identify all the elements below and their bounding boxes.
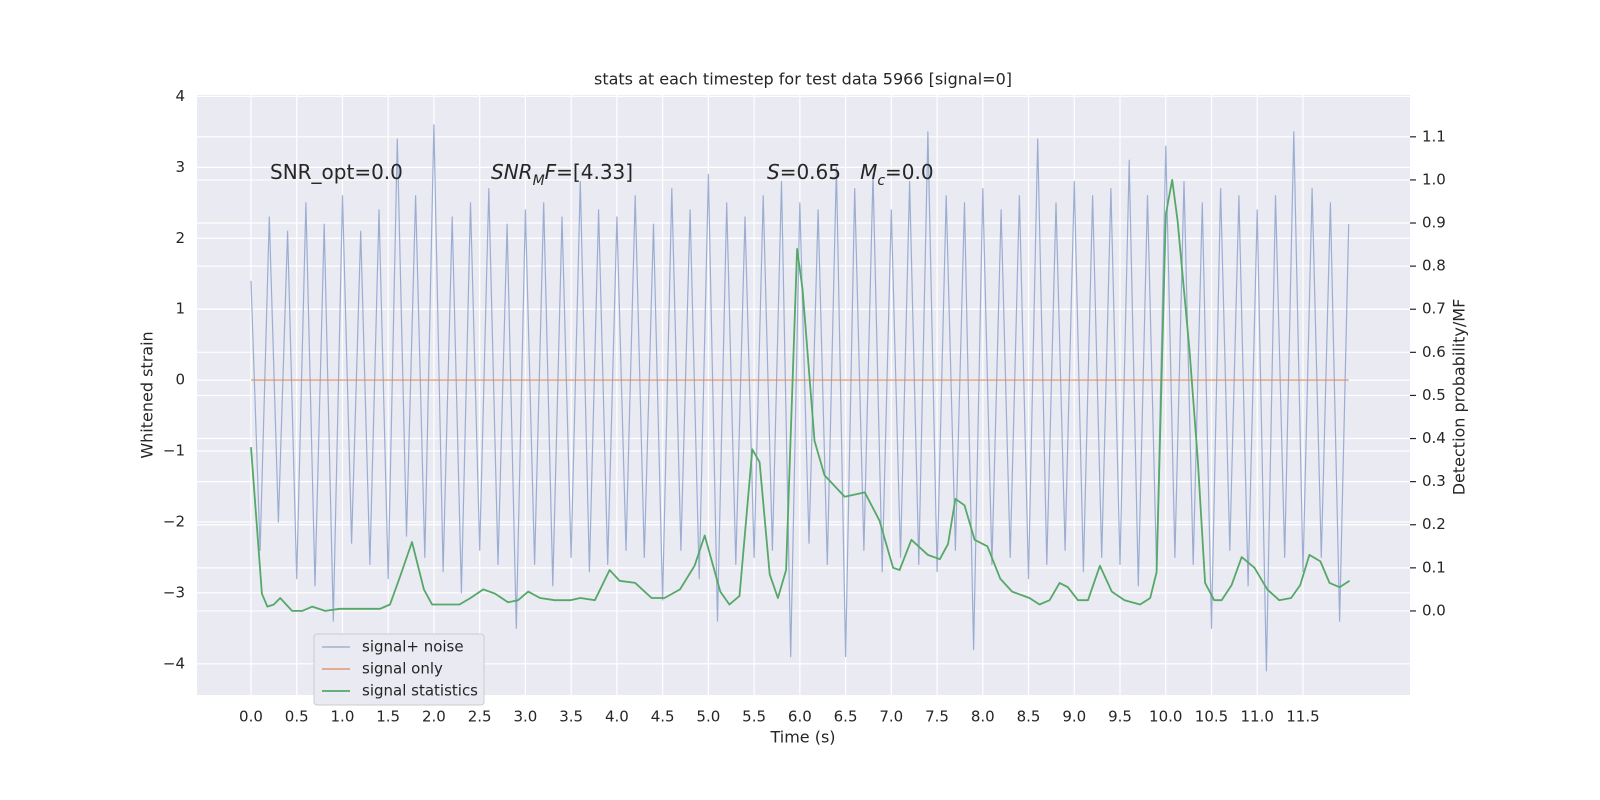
y2-tick-label: 0.8: [1422, 257, 1446, 275]
y2-tick-label: 0.7: [1422, 300, 1446, 318]
y2-tick-label: 0.5: [1422, 386, 1446, 404]
annotation-part: c: [877, 173, 885, 189]
y-tick-label: −2: [163, 512, 185, 530]
annotation-part: =[4.33]: [556, 160, 633, 184]
y2-tick-label: 0.9: [1422, 214, 1446, 232]
x-tick-label: 5.0: [696, 708, 720, 726]
y-tick-label: −3: [163, 583, 185, 601]
x-tick-label: 3.0: [513, 708, 537, 726]
annotation-part: F: [545, 160, 557, 184]
x-tick-label: 2.5: [468, 708, 492, 726]
x-tick-label: 9.5: [1108, 708, 1132, 726]
x-tick-label: 10.0: [1149, 708, 1182, 726]
y-tick-label: −1: [163, 442, 185, 460]
legend: signal+ noise signal only signal statistic…: [313, 633, 485, 706]
y2-axis-label: Detection probability/MF: [1450, 299, 1469, 496]
annotation-part: M: [533, 173, 545, 189]
annotation-part: S: [767, 160, 780, 184]
series-line: [250, 179, 1351, 612]
y2-tick-label: 0.6: [1422, 343, 1446, 361]
annotation-part: SNR_opt=0.0: [270, 160, 403, 184]
series-line: [250, 124, 1350, 672]
x-tick-label: 6.0: [788, 708, 812, 726]
annotation-part: M: [860, 160, 877, 184]
legend-label: signal+ noise: [362, 638, 464, 656]
y2-tick-label: 0.3: [1422, 472, 1446, 490]
y2-tick-label: 0.2: [1422, 515, 1446, 533]
x-tick-label: 11.0: [1241, 708, 1274, 726]
annotation-part: =0.0: [885, 160, 934, 184]
annotation: S=0.65 Mc=0.0: [767, 160, 934, 190]
x-tick-label: 1.0: [331, 708, 355, 726]
annotation: SNR_opt=0.0: [270, 160, 403, 184]
x-tick-label: 5.5: [742, 708, 766, 726]
annotation-part: =0.65: [780, 160, 860, 184]
x-axis-label: Time (s): [769, 728, 835, 747]
x-tick-label: 8.5: [1017, 708, 1041, 726]
y2-tick-label: 1.1: [1422, 127, 1446, 145]
y2-tick-label: 0.4: [1422, 429, 1446, 447]
x-tick-label: 3.5: [559, 708, 583, 726]
x-tick-label: 2.0: [422, 708, 446, 726]
legend-label: signal statistics: [362, 682, 478, 700]
x-tick-label: 0.5: [285, 708, 309, 726]
y2-tick-label: 0.0: [1422, 601, 1446, 619]
legend-box: [313, 633, 485, 706]
y2-tick-label: 1.0: [1422, 170, 1446, 188]
y-tick-label: 3: [175, 158, 185, 176]
legend-label: signal only: [362, 660, 443, 678]
x-tick-label: 7.5: [925, 708, 949, 726]
x-tick-label: 6.5: [834, 708, 858, 726]
y-tick-label: 4: [175, 87, 185, 105]
x-tick-label: 7.0: [879, 708, 903, 726]
x-tick-label: 4.0: [605, 708, 629, 726]
x-tick-label: 11.5: [1286, 708, 1319, 726]
x-tick-label: 4.5: [651, 708, 675, 726]
x-tick-label: 10.5: [1195, 708, 1228, 726]
y-tick-label: 1: [175, 300, 185, 318]
annotation-part: SNR: [491, 160, 533, 184]
annotation: SNRMF=[4.33]: [491, 160, 633, 190]
grid: [197, 95, 1410, 695]
x-tick-label: 8.0: [971, 708, 995, 726]
x-tick-label: 1.5: [376, 708, 400, 726]
x-tick-label: 9.0: [1062, 708, 1086, 726]
y-axis-label: Whitened strain: [138, 331, 157, 458]
y-tick-label: 0: [175, 371, 185, 389]
y2-tick-label: 0.1: [1422, 558, 1446, 576]
y-tick-label: 2: [175, 229, 185, 247]
y-tick-label: −4: [163, 654, 185, 672]
chart-title: stats at each timestep for test data 596…: [594, 70, 1012, 89]
x-tick-label: 0.0: [239, 708, 263, 726]
